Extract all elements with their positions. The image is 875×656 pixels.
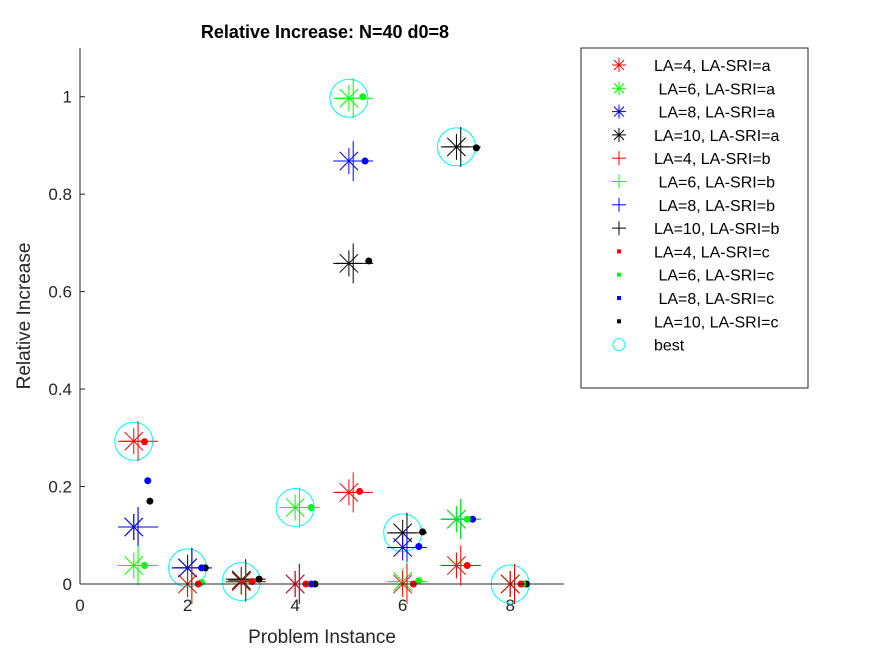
legend-item-la-4-la-sri-b: LA=4, LA-SRI=b — [612, 151, 771, 168]
point-la-10-la-sri-c — [255, 575, 263, 583]
legend-marker — [612, 104, 626, 119]
x-tick-label: 0 — [75, 596, 84, 615]
legend-label: LA=10, LA-SRI=b — [654, 221, 780, 238]
legend-label: LA=4, LA-SRI=b — [654, 151, 771, 168]
legend-marker — [612, 338, 626, 352]
legend-item-la-4-la-sri-c: LA=4, LA-SRI=c — [617, 244, 770, 261]
point-la-4-la-sri-b — [440, 545, 481, 586]
legend-marker — [612, 174, 626, 189]
legend-item-best: best — [612, 338, 685, 355]
legend-label: LA=4, LA-SRI=c — [654, 244, 770, 261]
x-axis-label: Problem Instance — [248, 627, 396, 648]
legend: LA=4, LA-SRI=a LA=6, LA-SRI=a LA=8, LA-S… — [580, 47, 809, 389]
legend-item-la-8-la-sri-c: LA=8, LA-SRI=c — [617, 291, 774, 308]
legend-marker — [612, 81, 626, 96]
point-la-10-la-sri-c — [365, 257, 373, 265]
point-la-6-la-sri-c — [359, 93, 367, 101]
legend-marker — [612, 58, 626, 72]
point-la-8-la-sri-c — [415, 542, 423, 550]
point-la-6-la-sri-c — [141, 561, 149, 569]
legend-label: LA=8, LA-SRI=c — [654, 291, 774, 308]
legend-marker — [617, 272, 621, 277]
y-axis-label: Relative Increase — [14, 243, 35, 390]
y-tick-label: 0 — [63, 575, 72, 594]
point-la-10-la-sri-c — [146, 497, 154, 505]
point-la-8-la-sri-c — [361, 157, 369, 165]
x-tick-label: 2 — [183, 596, 192, 615]
point-la-4-la-sri-c — [248, 578, 256, 586]
y-tick-label: 0.8 — [48, 185, 72, 204]
legend-marker — [612, 127, 626, 142]
legend-label: LA=8, LA-SRI=a — [654, 105, 775, 122]
point-la-10-la-sri-c — [472, 144, 480, 152]
legend-marker — [617, 249, 621, 254]
legend-item-la-6-la-sri-c: LA=6, LA-SRI=c — [617, 268, 774, 285]
legend-marker — [612, 197, 626, 212]
legend-marker — [612, 221, 626, 236]
y-tick-label: 0.4 — [48, 380, 72, 399]
legend-item-la-8-la-sri-a: LA=8, LA-SRI=a — [612, 104, 775, 122]
legend-item-la-6-la-sri-a: LA=6, LA-SRI=a — [612, 81, 775, 98]
legend-item-la-10-la-sri-b: LA=10, LA-SRI=b — [612, 221, 780, 238]
legend-label: LA=6, LA-SRI=b — [654, 175, 775, 192]
legend-label: LA=6, LA-SRI=c — [654, 268, 774, 285]
point-la-4-la-sri-b — [118, 421, 159, 462]
legend-box — [580, 47, 809, 389]
legend-label: LA=10, LA-SRI=c — [654, 314, 779, 331]
legend-label: best — [654, 338, 685, 355]
legend-label: LA=6, LA-SRI=a — [654, 81, 775, 98]
point-la-6-la-sri-c — [415, 577, 423, 585]
legend-item-la-6-la-sri-b: LA=6, LA-SRI=b — [612, 174, 775, 192]
y-tick-label: 0.2 — [48, 478, 72, 497]
x-tick-label: 6 — [398, 596, 407, 615]
point-la-6-la-sri-b — [333, 78, 374, 119]
plot-area — [80, 48, 564, 584]
legend-label: LA=8, LA-SRI=b — [654, 198, 775, 215]
point-la-6-la-sri-c — [307, 503, 315, 511]
point-la-4-la-sri-c — [141, 438, 149, 446]
legend-item-la-4-la-sri-a: LA=4, LA-SRI=a — [612, 58, 771, 75]
point-la-8-la-sri-c — [144, 477, 152, 485]
point-la-6-la-sri-b — [118, 545, 159, 586]
legend-item-la-10-la-sri-c: LA=10, LA-SRI=c — [617, 314, 779, 331]
y-tick-label: 1 — [63, 88, 72, 107]
axes: 0 2 4 6 8 0 0.2 0.4 0.6 0.8 1 — [48, 88, 515, 615]
x-tick-label: 4 — [290, 596, 299, 615]
legend-label: LA=10, LA-SRI=a — [654, 128, 780, 145]
chart-title: Relative Increase: N=40 d0=8 — [201, 22, 449, 42]
point-la-4-la-sri-c — [463, 561, 471, 569]
legend-item-la-8-la-sri-b: LA=8, LA-SRI=b — [612, 197, 775, 215]
point-la-8-la-sri-c — [198, 564, 206, 572]
x-tick-label: 8 — [505, 596, 514, 615]
legend-label: LA=4, LA-SRI=a — [654, 58, 771, 75]
legend-marker — [612, 151, 626, 166]
legend-marker — [617, 296, 621, 300]
point-la-6-la-sri-c — [463, 515, 471, 523]
point-la-4-la-sri-c — [356, 487, 364, 495]
point-la-4-la-sri-b — [333, 472, 374, 513]
point-la-8-la-sri-c — [469, 515, 477, 523]
legend-item-la-10-la-sri-a: LA=10, LA-SRI=a — [612, 128, 780, 145]
legend-marker — [617, 319, 621, 324]
y-tick-label: 0.6 — [48, 283, 72, 302]
point-la-10-la-sri-c — [419, 528, 427, 536]
point-la-8-la-sri-b — [118, 506, 159, 547]
